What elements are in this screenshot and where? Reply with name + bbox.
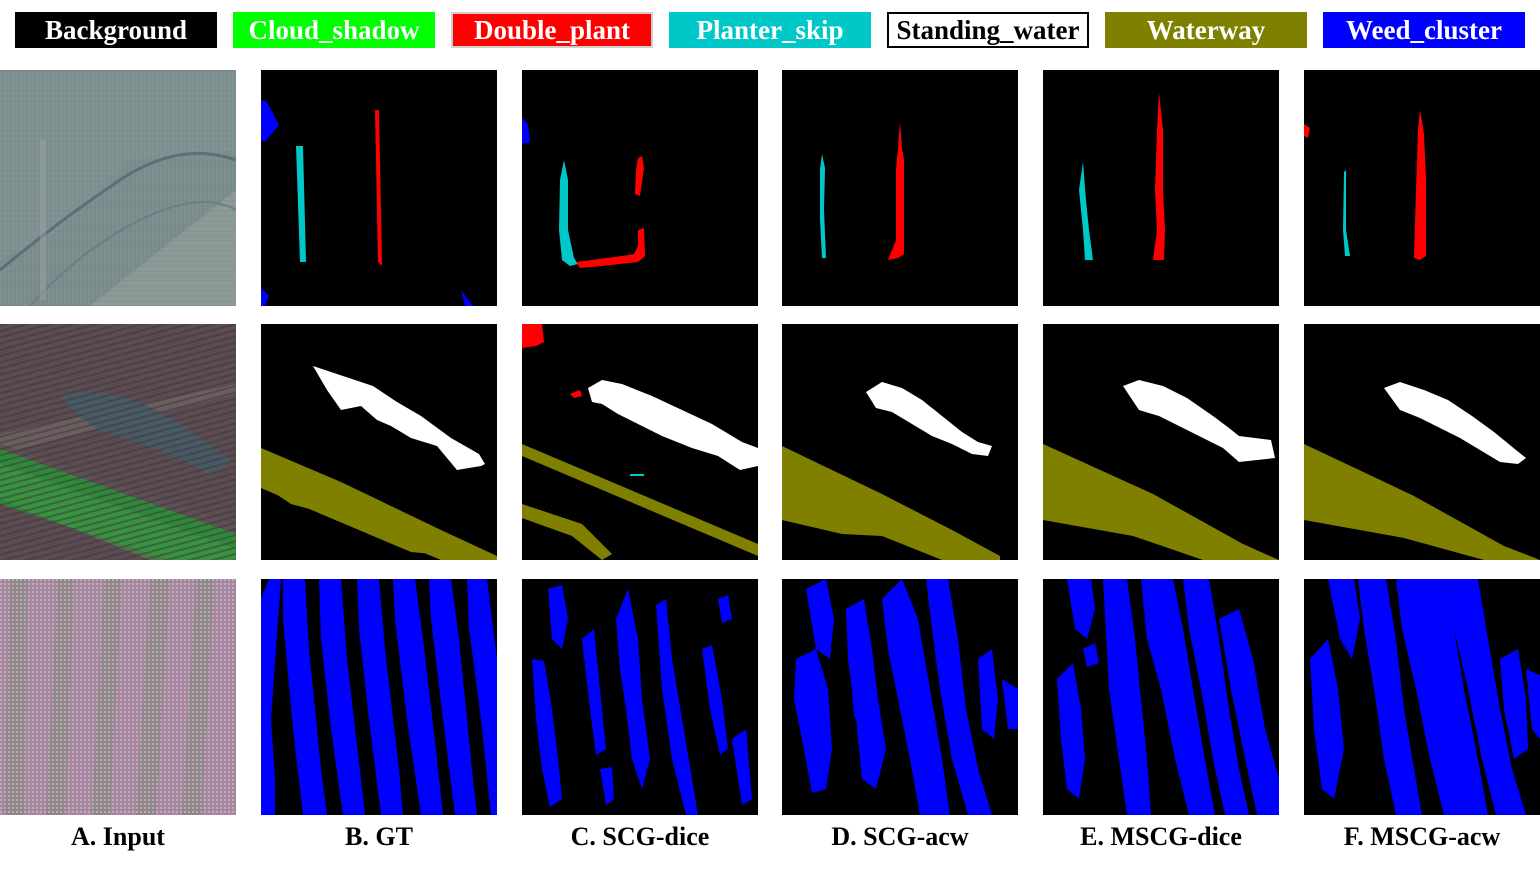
segmentation-mask (522, 324, 758, 560)
legend-label: Background (44, 14, 188, 45)
segmentation-mask (1079, 92, 1165, 260)
mask-scg-acw-row3 (782, 579, 1018, 815)
segmentation-mask (820, 122, 904, 260)
legend-waterway: Waterway (1105, 12, 1307, 48)
column-caption-gt: B. GT (345, 822, 413, 851)
input-image-row2 (0, 324, 236, 560)
column-caption-input: A. Input (71, 822, 165, 851)
mask-mscg-dice-row3 (1043, 579, 1279, 815)
input-image-row3 (0, 579, 236, 815)
legend-label: Standing_water (896, 14, 1080, 45)
legend-weed-cluster: Weed_cluster (1323, 12, 1525, 48)
legend-label: Planter_skip (696, 14, 844, 45)
aerial-photo (0, 579, 236, 815)
legend-label: Weed_cluster (1346, 14, 1502, 45)
mask-mscg-dice-row2 (1043, 324, 1279, 560)
segmentation-mask (1057, 579, 1279, 815)
legend-label: Waterway (1146, 14, 1266, 45)
mask-scg-acw-row2 (782, 324, 1018, 560)
mask-mscg-acw-row1 (1304, 70, 1540, 306)
segmentation-mask (532, 585, 752, 815)
legend-label: Cloud_shadow (248, 14, 420, 45)
mask-scg-dice-row1 (522, 70, 758, 306)
aerial-photo (0, 324, 236, 560)
segmentation-mask (261, 100, 473, 306)
segmentation-mask (1310, 579, 1540, 815)
segmentation-mask (1304, 110, 1426, 260)
column-caption-mscg-dice: E. MSCG-dice (1080, 822, 1242, 851)
mask-scg-dice-row3 (522, 579, 758, 815)
column-caption-scg-dice: C. SCG-dice (570, 822, 710, 851)
legend-label: Double_plant (473, 14, 631, 45)
column-caption-mscg-acw: F. MSCG-acw (1343, 822, 1501, 851)
mask-gt-row2 (261, 324, 497, 560)
column-caption-scg-acw: D. SCG-acw (831, 822, 969, 851)
mask-scg-dice-row2 (522, 324, 758, 560)
mask-scg-acw-row1 (782, 70, 1018, 306)
mask-gt-row3 (261, 579, 497, 815)
aerial-photo (0, 70, 236, 306)
segmentation-mask (782, 382, 1000, 560)
segmentation-mask (261, 579, 497, 815)
segmentation-mask (794, 579, 1018, 815)
class-legend: Background Cloud_shadow Double_plant Pla… (15, 12, 1525, 48)
legend-cloud-shadow: Cloud_shadow (233, 12, 435, 48)
input-image-row1 (0, 70, 236, 306)
segmentation-mask (1304, 382, 1540, 560)
legend-background: Background (15, 12, 217, 48)
segmentation-mask (522, 118, 645, 268)
mask-mscg-acw-row2 (1304, 324, 1540, 560)
segmentation-mask (1043, 380, 1279, 560)
segmentation-mask (261, 366, 497, 560)
legend-standing-water: Standing_water (887, 12, 1089, 48)
mask-gt-row1 (261, 70, 497, 306)
legend-double-plant: Double_plant (451, 12, 653, 48)
mask-mscg-dice-row1 (1043, 70, 1279, 306)
legend-planter-skip: Planter_skip (669, 12, 871, 48)
mask-mscg-acw-row3 (1304, 579, 1540, 815)
